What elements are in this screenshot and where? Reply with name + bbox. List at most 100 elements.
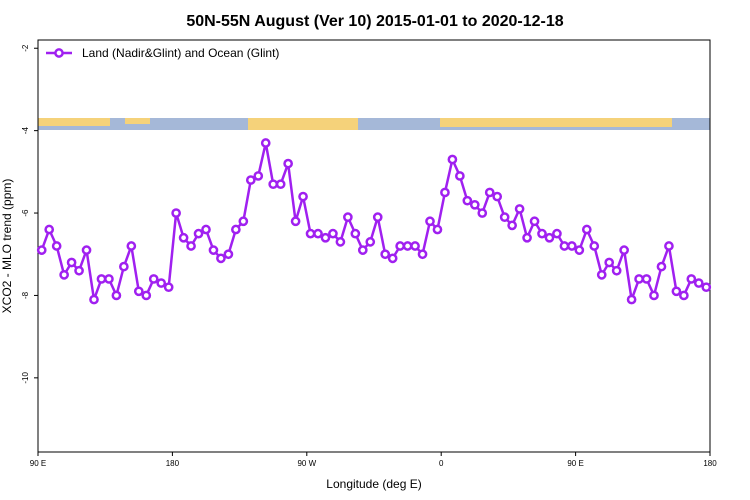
- data-point: [417, 249, 428, 260]
- data-point: [104, 274, 114, 284]
- data-point: [141, 290, 152, 301]
- data-point: [462, 195, 473, 206]
- data-point: [372, 212, 383, 223]
- data-point: [208, 245, 219, 255]
- data-point: [216, 253, 226, 264]
- data-point: [156, 278, 167, 288]
- data-point: [335, 237, 346, 247]
- data-point: [328, 228, 338, 239]
- data-point: [74, 265, 84, 276]
- data-point: [148, 274, 159, 284]
- data-point: [522, 232, 532, 243]
- data-point: [425, 216, 435, 227]
- x-tick-label: 0: [439, 459, 444, 468]
- data-point: [671, 286, 682, 297]
- y-tick-label: -2: [21, 44, 30, 52]
- y-axis-label: XCO2 - MLO trend (ppm): [0, 179, 14, 314]
- data-point: [567, 241, 577, 251]
- y-tick-label: -4: [21, 127, 30, 135]
- legend-label: Land (Nadir&Glint) and Ocean (Glint): [82, 46, 279, 60]
- data-point: [596, 269, 607, 280]
- data-point: [559, 241, 570, 251]
- data-point: [447, 154, 458, 165]
- y-tick-label: -6: [21, 209, 30, 217]
- data-point: [440, 187, 450, 198]
- data-point: [111, 290, 122, 301]
- data-point: [529, 216, 540, 227]
- data-point: [320, 232, 331, 243]
- data-point: [656, 261, 667, 272]
- data-point: [619, 245, 629, 255]
- data-point: [81, 245, 92, 255]
- data-point: [641, 274, 652, 284]
- data-point: [604, 257, 615, 268]
- data-point: [163, 282, 174, 293]
- data-point: [455, 171, 465, 181]
- data-point: [395, 241, 405, 251]
- data-point: [589, 241, 600, 251]
- data-point: [298, 191, 308, 202]
- chart-title: 50N-55N August (Ver 10) 2015-01-01 to 20…: [186, 13, 563, 30]
- y-tick-label: -8: [21, 291, 30, 299]
- data-point: [238, 216, 249, 227]
- data-point: [484, 187, 495, 198]
- data-point: [469, 199, 480, 210]
- data-point: [679, 290, 689, 301]
- land-strip: [440, 118, 672, 127]
- data-point: [365, 237, 376, 247]
- legend-marker: [54, 48, 64, 58]
- data-point: [245, 175, 256, 185]
- data-point: [574, 245, 585, 255]
- data-point: [626, 294, 637, 305]
- data-point: [305, 228, 316, 239]
- data-point: [51, 241, 62, 251]
- data-point: [186, 241, 196, 251]
- data-point: [178, 232, 189, 243]
- land-strip: [125, 118, 150, 124]
- data-point: [552, 228, 562, 239]
- x-tick-label: 180: [166, 459, 180, 468]
- data-point: [537, 228, 547, 239]
- data-point: [402, 241, 413, 251]
- data-point: [66, 257, 77, 268]
- data-point: [514, 204, 525, 214]
- data-point: [701, 282, 712, 293]
- x-tick-label: 90 E: [567, 459, 583, 468]
- data-point: [664, 241, 674, 251]
- data-point: [611, 265, 622, 276]
- map-strip: [38, 118, 710, 130]
- y-tick-label: -10: [21, 372, 30, 384]
- data-point: [231, 224, 241, 235]
- data-point: [96, 274, 107, 284]
- data-point: [432, 224, 443, 235]
- data-point: [193, 228, 204, 239]
- land-strip: [38, 118, 110, 126]
- data-point: [544, 232, 555, 243]
- data-point: [499, 212, 510, 223]
- data-point: [380, 249, 391, 260]
- data-point: [492, 191, 503, 202]
- data-point: [253, 171, 264, 181]
- data-point: [126, 241, 137, 251]
- data-point: [59, 269, 69, 280]
- data-point: [201, 224, 211, 235]
- data-point: [275, 179, 286, 190]
- data-point: [507, 220, 517, 231]
- data-point: [268, 179, 279, 190]
- x-axis-label: Longitude (deg E): [326, 477, 421, 491]
- data-point: [44, 224, 55, 235]
- land-strip: [248, 118, 358, 130]
- data-point: [36, 245, 47, 255]
- plot-frame: [37, 39, 711, 453]
- x-tick-label: 90 E: [30, 459, 46, 468]
- data-point: [350, 228, 361, 239]
- data-point: [89, 294, 99, 305]
- data-point: [581, 224, 592, 235]
- x-tick-label: 180: [703, 459, 717, 468]
- data-point: [260, 138, 271, 148]
- data-point: [313, 228, 323, 239]
- data-point: [387, 253, 398, 264]
- data-point: [693, 278, 704, 288]
